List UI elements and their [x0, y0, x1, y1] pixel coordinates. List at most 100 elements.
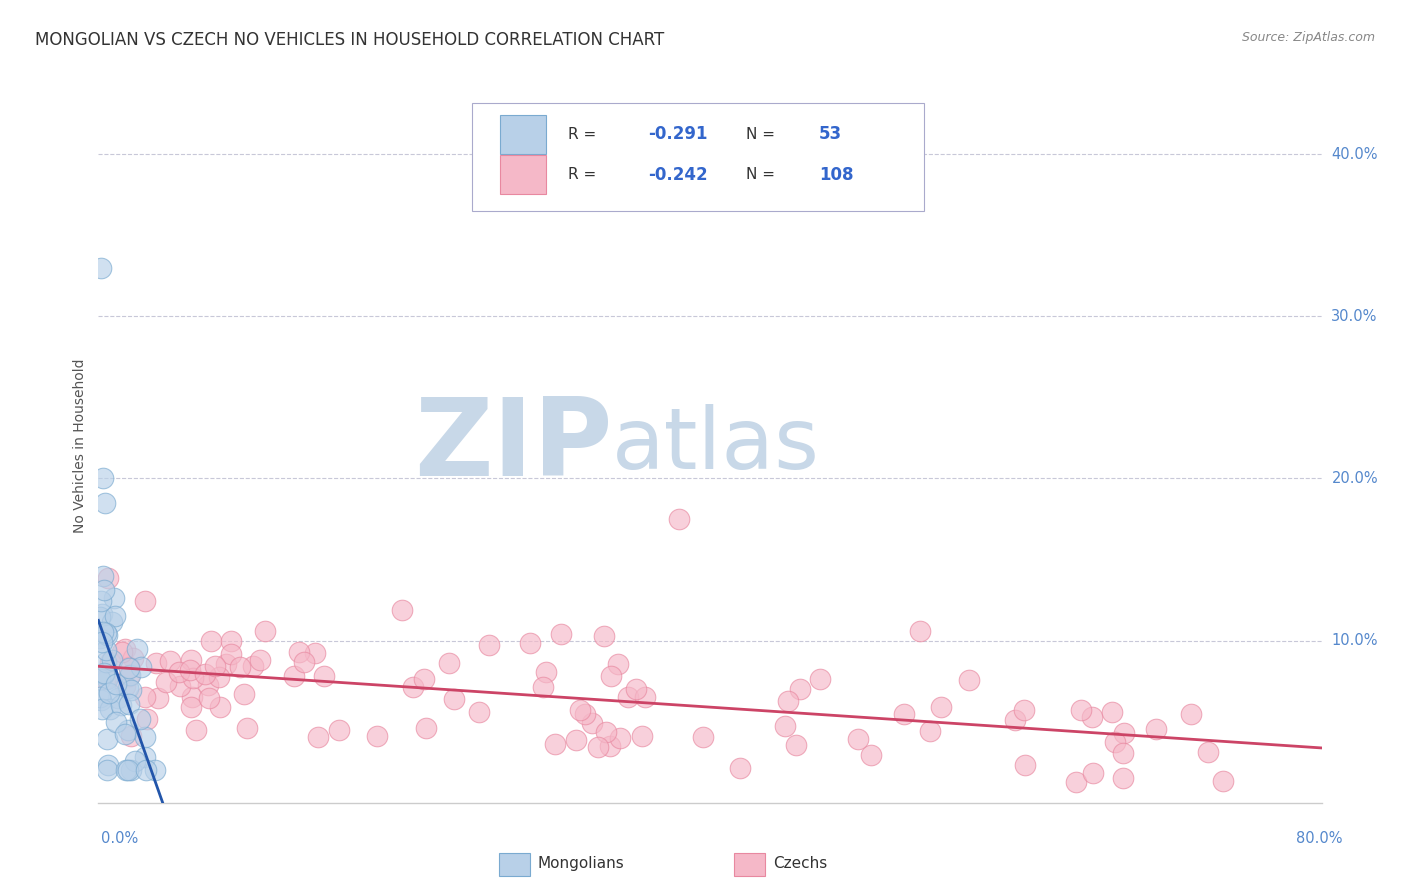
Point	[253, 624, 276, 638]
Point	[531, 680, 554, 694]
Point	[93, 665, 115, 680]
Point	[94, 655, 117, 669]
Text: 80.0%: 80.0%	[1296, 831, 1343, 846]
Point	[90, 593, 112, 607]
Point	[125, 641, 148, 656]
Point	[1104, 735, 1126, 749]
Point	[118, 661, 141, 675]
Point	[90, 702, 112, 716]
Text: 40.0%: 40.0%	[1331, 146, 1378, 161]
Text: N =: N =	[745, 127, 779, 142]
Point	[90, 260, 112, 275]
Point	[136, 712, 159, 726]
Point	[1112, 771, 1135, 785]
Point	[120, 729, 142, 743]
Point	[194, 667, 217, 681]
Point	[1112, 726, 1135, 740]
Point	[1212, 774, 1234, 789]
Point	[565, 732, 588, 747]
Point	[307, 730, 329, 744]
Point	[98, 702, 121, 716]
Point	[93, 496, 115, 510]
Point	[91, 625, 114, 640]
Text: ZIP: ZIP	[413, 393, 612, 499]
Point	[283, 669, 305, 683]
Point	[167, 665, 190, 679]
Point	[114, 679, 136, 693]
Point	[169, 679, 191, 693]
Point	[1197, 746, 1219, 760]
Point	[478, 638, 501, 652]
Point	[1081, 765, 1104, 780]
Point	[115, 764, 138, 778]
Point	[111, 645, 134, 659]
Point	[91, 607, 114, 621]
Point	[208, 670, 231, 684]
Point	[1180, 706, 1202, 721]
Point	[98, 656, 121, 670]
Point	[208, 699, 231, 714]
Point	[1004, 713, 1026, 727]
Point	[94, 642, 117, 657]
Point	[91, 568, 114, 582]
Point	[97, 758, 120, 772]
Point	[143, 764, 166, 778]
Point	[129, 712, 152, 726]
Point	[574, 706, 596, 721]
Point	[91, 471, 114, 485]
Point	[668, 512, 690, 526]
Point	[1014, 757, 1036, 772]
Point	[118, 660, 141, 674]
Text: R =: R =	[568, 168, 602, 182]
Point	[120, 764, 142, 778]
Point	[391, 603, 413, 617]
Point	[249, 653, 271, 667]
Point	[415, 721, 437, 735]
Point	[437, 656, 460, 670]
Point	[96, 764, 118, 778]
Point	[96, 628, 118, 642]
Point	[114, 641, 136, 656]
Point	[180, 653, 202, 667]
Point	[920, 724, 942, 739]
Text: 0.0%: 0.0%	[101, 831, 138, 846]
Text: N =: N =	[745, 168, 779, 182]
Point	[328, 723, 350, 738]
Point	[96, 626, 118, 640]
Point	[586, 739, 609, 754]
Point	[846, 731, 869, 746]
Point	[808, 672, 831, 686]
Point	[412, 672, 434, 686]
Text: 30.0%: 30.0%	[1331, 309, 1378, 324]
Text: 10.0%: 10.0%	[1331, 633, 1378, 648]
Point	[219, 647, 242, 661]
Text: 20.0%: 20.0%	[1331, 471, 1378, 486]
Point	[105, 714, 128, 729]
Point	[581, 715, 603, 730]
Point	[785, 738, 807, 752]
Text: R =: R =	[568, 127, 602, 142]
Point	[1112, 746, 1135, 760]
Point	[197, 678, 219, 692]
Point	[89, 609, 111, 624]
Point	[1081, 710, 1104, 724]
Point	[134, 594, 156, 608]
Point	[145, 656, 167, 670]
Text: Czechs: Czechs	[773, 856, 828, 871]
Point	[304, 646, 326, 660]
Point	[91, 635, 114, 649]
Text: 108: 108	[818, 166, 853, 184]
Text: -0.291: -0.291	[648, 125, 707, 143]
Point	[110, 698, 132, 712]
Point	[1144, 722, 1167, 736]
Point	[198, 690, 221, 705]
Point	[114, 727, 136, 741]
Point	[631, 729, 654, 743]
Point	[179, 663, 201, 677]
Point	[180, 690, 202, 705]
Point	[599, 739, 621, 753]
Point	[90, 692, 112, 706]
Point	[242, 659, 264, 673]
Point	[96, 672, 118, 686]
Point	[776, 694, 799, 708]
